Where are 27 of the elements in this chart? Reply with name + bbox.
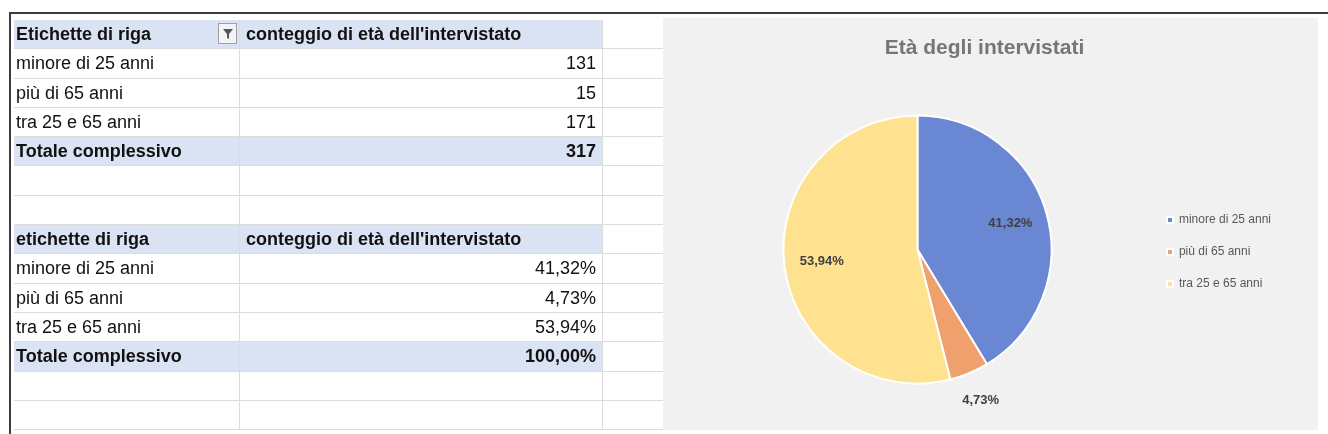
text: Totale complessivo [16, 346, 182, 367]
data-label: 4,73% [962, 391, 1000, 407]
text: 41,32% [534, 258, 596, 279]
data-label: 41,32% [988, 215, 1033, 231]
text: minore di 25 anni [16, 53, 155, 74]
text: Totale complessivo [16, 141, 182, 162]
text: tra 25 e 65 anni [16, 111, 142, 132]
text: 53,94% [534, 316, 596, 337]
text: 317 [565, 141, 596, 162]
text: più di 65 anni [16, 287, 124, 308]
text: 4,73% [544, 287, 596, 308]
chart-title: Età degli intervistati [884, 35, 1085, 59]
text: 100,00% [524, 346, 596, 367]
text: conteggio di età dell'intervistato [246, 24, 522, 44]
text: etichette di riga [16, 229, 150, 250]
text: Etichette di riga [16, 24, 152, 44]
legend-label: minore di 25 anni [1178, 212, 1272, 227]
data-label: 53,94% [799, 253, 845, 269]
text: tra 25 e 65 anni [16, 316, 142, 337]
text: minore di 25 anni [16, 258, 155, 279]
text: 131 [565, 53, 596, 74]
legend-label: più di 65 anni [1178, 244, 1251, 259]
text: conteggio di età dell'intervistato [246, 229, 522, 250]
text: più di 65 anni [16, 82, 124, 103]
legend-label: tra 25 e 65 anni [1178, 276, 1263, 291]
text: 171 [565, 111, 596, 132]
text: 15 [575, 82, 596, 103]
